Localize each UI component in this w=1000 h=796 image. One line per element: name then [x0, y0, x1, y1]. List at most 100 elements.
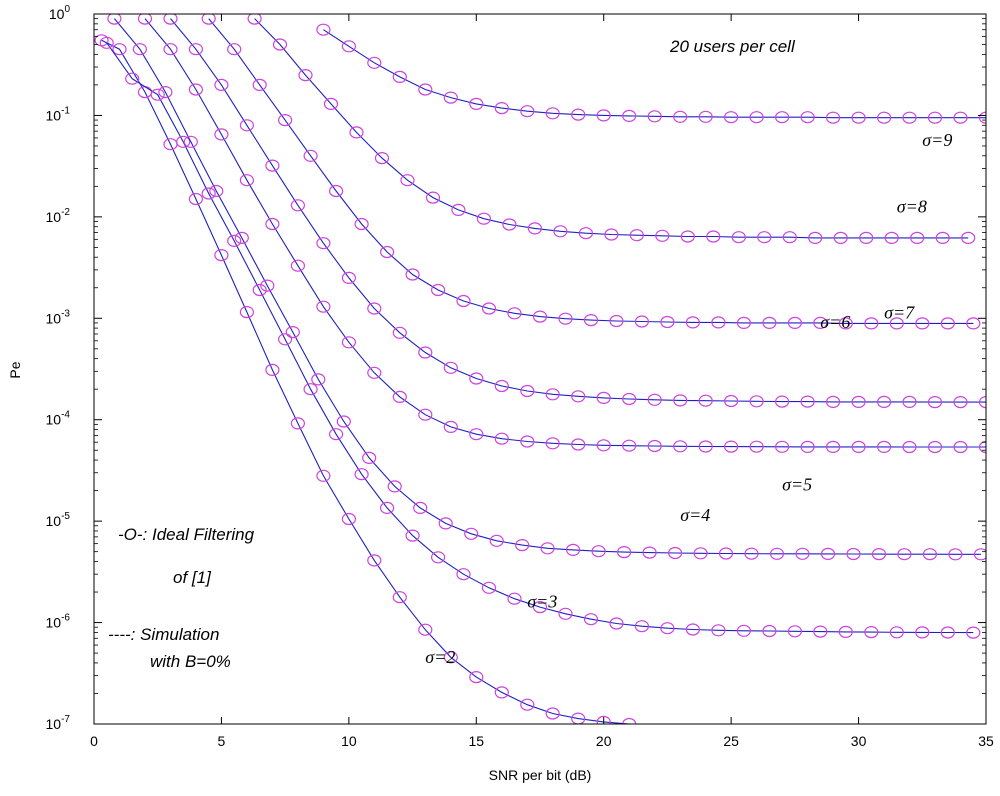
data-point [787, 625, 803, 638]
data-point [622, 109, 637, 123]
data-point [201, 187, 216, 200]
data-point [354, 217, 369, 231]
data-point [247, 14, 262, 25]
data-point [464, 527, 479, 540]
data-point [298, 68, 313, 82]
data-point [749, 111, 764, 124]
data-point [876, 395, 892, 408]
series-6 [163, 14, 986, 409]
data-point [341, 336, 356, 349]
data-point [660, 315, 675, 329]
series-label: σ=6 [820, 312, 850, 332]
data-point [774, 440, 790, 453]
data-point [341, 40, 356, 53]
data-point [520, 698, 535, 711]
data-point [558, 607, 573, 620]
data-point [622, 717, 637, 724]
data-point [838, 625, 853, 639]
data-point [316, 469, 331, 482]
data-point [583, 613, 599, 626]
y-tick-label: 10-3 [46, 308, 71, 326]
series-line [170, 18, 986, 403]
series-7 [201, 14, 981, 330]
data-point [927, 440, 943, 454]
x-axis-label: SNR per bit (dB) [489, 767, 592, 783]
y-axis: 100 10-1 10-2 10-3 10-4 10-5 10-6 10-7 [46, 4, 986, 732]
data-point [367, 302, 382, 315]
data-point [902, 111, 917, 124]
data-point [884, 231, 899, 244]
data-point [838, 317, 853, 330]
series-label: σ=5 [782, 475, 812, 495]
data-point [718, 547, 734, 560]
data-point [234, 231, 249, 244]
data-point [374, 152, 390, 165]
series-line [323, 29, 986, 119]
series-label: σ=9 [922, 130, 952, 150]
data-point [565, 543, 581, 557]
x-tick-label: 20 [596, 733, 612, 749]
data-point [673, 394, 688, 407]
chart-marks [94, 14, 986, 724]
data-point [392, 591, 407, 604]
data-point [762, 316, 777, 329]
data-point [502, 218, 517, 231]
y-tick-label: 10-4 [46, 410, 71, 428]
data-point [380, 501, 395, 514]
data-point [107, 14, 122, 25]
data-point [456, 568, 471, 581]
data-point [596, 391, 611, 404]
legend-simulation: ----: Simulation [108, 625, 219, 644]
series-line [113, 18, 981, 555]
data-point [736, 624, 752, 637]
data-point [596, 439, 611, 452]
data-point [864, 317, 879, 330]
data-point [265, 217, 280, 231]
data-point [915, 317, 930, 330]
series-line [144, 18, 986, 448]
data-point [571, 712, 586, 724]
data-point [647, 393, 662, 406]
data-point [762, 624, 777, 638]
x-tick-label: 25 [723, 733, 739, 749]
data-point [239, 306, 254, 319]
data-point [469, 97, 484, 111]
data-point [405, 529, 420, 542]
data-point [469, 428, 484, 441]
data-point [260, 279, 275, 292]
data-point [902, 395, 917, 408]
data-point [520, 435, 535, 448]
data-point [278, 113, 293, 127]
data-point [278, 333, 293, 346]
data-point [303, 149, 318, 162]
data-point [494, 379, 509, 393]
data-point [367, 56, 382, 69]
series-label: σ=7 [884, 302, 915, 322]
data-point [489, 534, 504, 547]
data-point [953, 111, 968, 124]
data-point [527, 222, 543, 235]
data-point [731, 231, 746, 244]
data-point [851, 395, 866, 408]
data-point [897, 548, 912, 561]
data-point [609, 314, 624, 328]
y-tick-label: 10-6 [46, 613, 71, 631]
data-point [341, 271, 356, 284]
data-point [622, 392, 637, 406]
data-point [443, 651, 458, 664]
data-point [214, 128, 229, 141]
data-point [851, 111, 866, 124]
data-point [214, 78, 229, 92]
data-point [876, 440, 892, 453]
y-tick-label: 10-7 [46, 714, 71, 732]
data-point [820, 547, 836, 561]
data-point [188, 192, 203, 206]
data-point [303, 383, 318, 396]
data-point [871, 547, 887, 561]
data-point [341, 512, 356, 526]
data-point [723, 111, 739, 124]
data-point [604, 228, 619, 241]
series-label: σ=4 [680, 505, 710, 525]
data-point [800, 440, 815, 453]
data-point [800, 111, 815, 124]
